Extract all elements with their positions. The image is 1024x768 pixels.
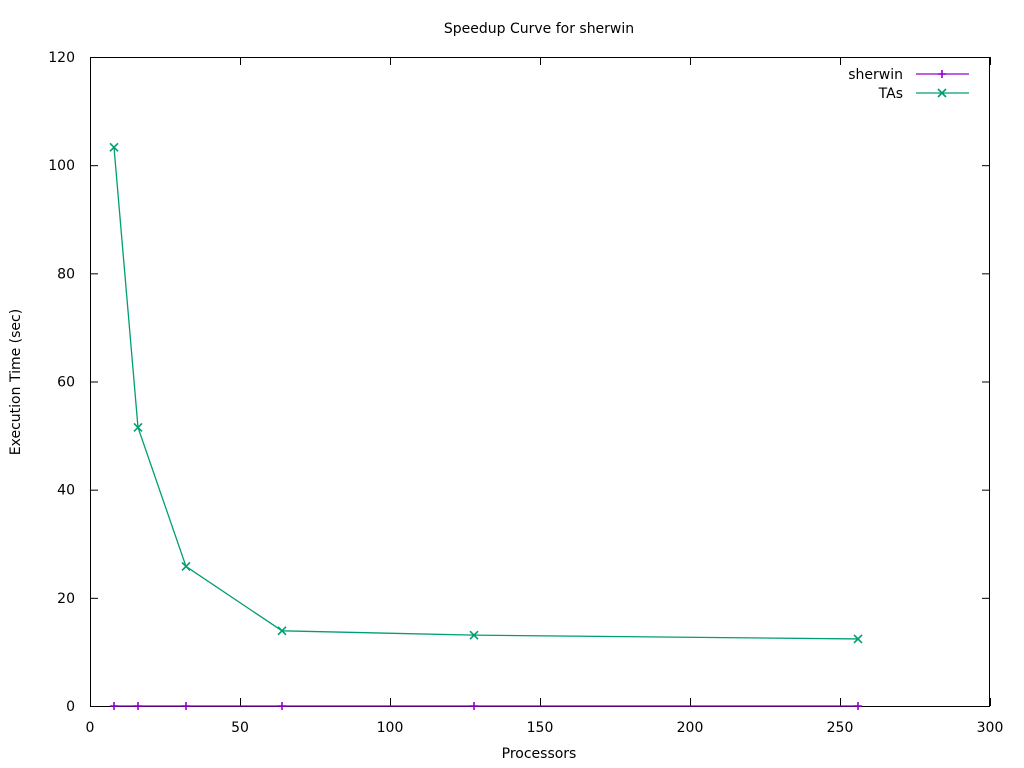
- y-tick-label: 80: [57, 266, 75, 282]
- x-tick-label: 50: [231, 720, 249, 736]
- data-point: [182, 702, 190, 710]
- chart-title: Speedup Curve for sherwin: [444, 21, 634, 37]
- series-sherwin: [110, 702, 862, 710]
- y-tick-label: 120: [48, 50, 75, 66]
- y-tick-label: 20: [57, 591, 75, 607]
- x-tick-label: 300: [977, 720, 1004, 736]
- data-point: [181, 561, 191, 572]
- legend-marker: [938, 70, 946, 78]
- x-tick-label: 100: [377, 720, 404, 736]
- data-point: [854, 702, 862, 710]
- x-tick-label: 0: [86, 720, 95, 736]
- data-point: [853, 634, 863, 644]
- series-tas: [109, 142, 863, 644]
- data-point: [469, 630, 479, 640]
- y-tick-label: 0: [66, 699, 75, 715]
- legend-item: TAs: [878, 86, 969, 102]
- data-point: [109, 142, 119, 152]
- data-point: [110, 702, 118, 710]
- x-axis-label: Processors: [502, 746, 577, 762]
- legend-label: sherwin: [848, 67, 903, 83]
- legend-marker: [937, 88, 947, 98]
- series-layer: [109, 142, 863, 710]
- data-point: [134, 702, 142, 710]
- data-point: [133, 422, 143, 433]
- series-line: [113, 147, 859, 640]
- plot-frame: [90, 57, 990, 707]
- x-tick-label: 200: [677, 720, 704, 736]
- x-tick-label: 250: [827, 720, 854, 736]
- data-point: [277, 626, 287, 636]
- y-axis-label: Execution Time (sec): [8, 309, 24, 455]
- legend-item: sherwin: [848, 67, 969, 83]
- y-tick-label: 60: [57, 375, 75, 391]
- legend: sherwin TAs: [848, 67, 969, 102]
- y-tick-label: 40: [57, 483, 75, 499]
- y-tick-label: 100: [48, 158, 75, 174]
- data-point: [278, 702, 286, 710]
- axis-ticks: 0 50 100 150 200 250 300 0 20 40 60 80 100 120: [48, 50, 1003, 736]
- legend-label: TAs: [878, 86, 903, 102]
- data-point: [470, 702, 478, 710]
- x-tick-label: 150: [527, 720, 554, 736]
